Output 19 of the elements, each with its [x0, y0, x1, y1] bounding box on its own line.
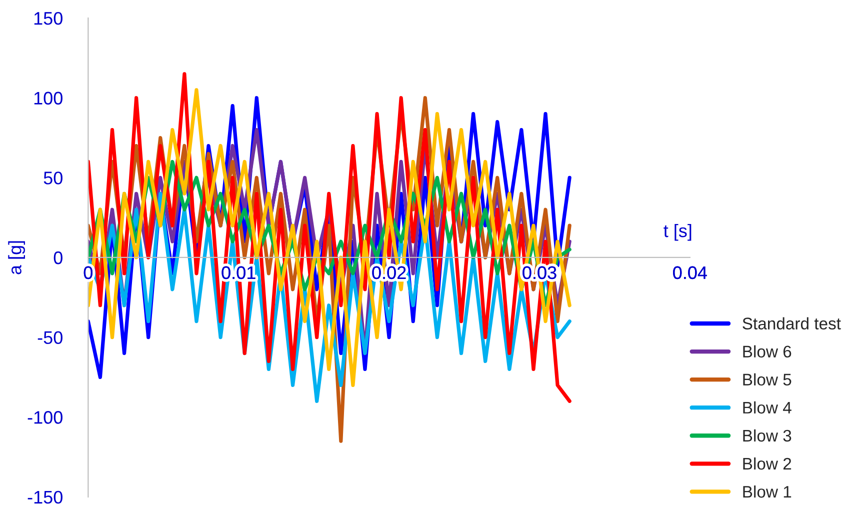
- y-tick-label: 100: [34, 92, 62, 105]
- y-tick-label: -50: [38, 331, 62, 344]
- y-tick-label: -150: [28, 490, 62, 504]
- legend-label: Blow 2: [743, 457, 792, 470]
- legend-label: Blow 4: [743, 401, 792, 414]
- legend-label: Blow 1: [743, 485, 792, 498]
- legend-label: Blow 6: [743, 345, 792, 358]
- y-tick-label: -100: [28, 411, 62, 424]
- y-tick-label: 150: [34, 12, 62, 25]
- x-tick-label: 0.04: [673, 266, 707, 280]
- x-tick-label: 0.02: [372, 266, 406, 280]
- legend-label: Standard test: [742, 317, 841, 330]
- x-tick-label: 0.01: [222, 266, 256, 280]
- legend-label: Blow 5: [743, 373, 792, 386]
- legend-label: Blow 3: [743, 429, 792, 442]
- y-axis-title: a [g]: [8, 241, 25, 274]
- y-tick-label: 50: [44, 172, 62, 184]
- x-axis-title: t [s]: [664, 224, 692, 241]
- y-tick-label: 0: [54, 251, 62, 264]
